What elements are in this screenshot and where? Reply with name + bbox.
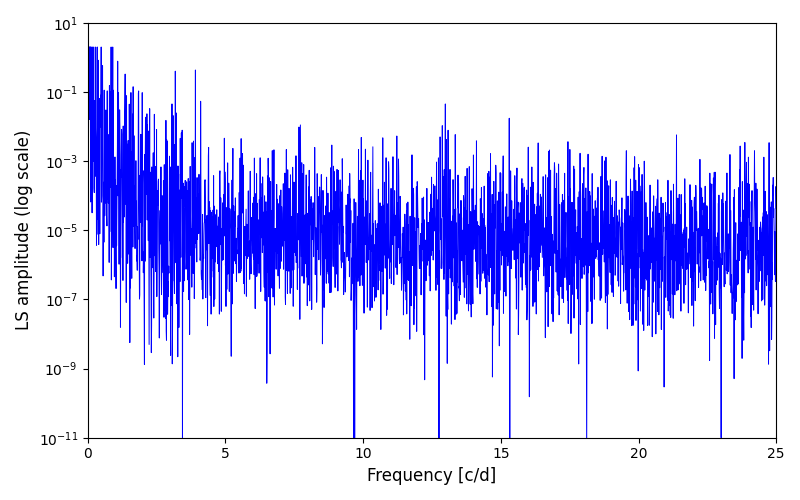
Y-axis label: LS amplitude (log scale): LS amplitude (log scale): [15, 130, 33, 330]
X-axis label: Frequency [c/d]: Frequency [c/d]: [367, 467, 497, 485]
